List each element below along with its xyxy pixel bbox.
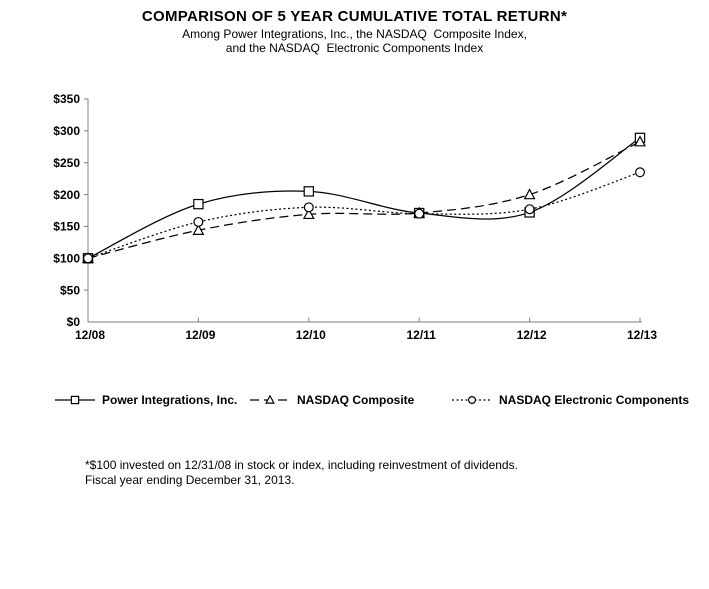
svg-text:12/13: 12/13 — [627, 328, 657, 342]
footnote-line2: Fiscal year ending December 31, 2013. — [85, 473, 295, 487]
triangle-marker-line-icon — [250, 394, 290, 404]
legend-item-nasdaq-composite: NASDAQ Composite — [250, 392, 414, 408]
chart-subtitle-line2: and the NASDAQ Electronic Components Ind… — [225, 41, 484, 55]
square-marker-line-icon — [55, 395, 95, 405]
svg-text:12/12: 12/12 — [517, 328, 547, 342]
legend-label: NASDAQ Composite — [297, 393, 415, 407]
svg-text:12/09: 12/09 — [185, 328, 215, 342]
svg-text:$350: $350 — [53, 92, 80, 106]
chart-title: COMPARISON OF 5 YEAR CUMULATIVE TOTAL RE… — [141, 8, 568, 25]
legend-label: Power Integrations, Inc. — [102, 393, 238, 407]
chart-subtitle-line1: Among Power Integrations, Inc., the NASD… — [182, 27, 527, 41]
svg-text:$0: $0 — [67, 315, 81, 329]
svg-text:$200: $200 — [53, 188, 80, 202]
svg-text:12/08: 12/08 — [75, 328, 105, 342]
footnote-line1: *$100 invested on 12/31/08 in stock or i… — [85, 458, 518, 472]
legend-item-nasdaq-electronic-components: NASDAQ Electronic Components — [452, 392, 689, 408]
svg-text:$150: $150 — [53, 220, 80, 234]
svg-text:12/11: 12/11 — [407, 328, 437, 342]
legend-item-power-integrations: Power Integrations, Inc. — [55, 392, 237, 408]
circle-marker-line-icon — [452, 395, 492, 405]
legend-label: NASDAQ Electronic Components — [499, 393, 690, 407]
svg-text:12/10: 12/10 — [296, 328, 326, 342]
chart-footnote: *$100 invested on 12/31/08 in stock or i… — [85, 458, 518, 488]
svg-text:$300: $300 — [53, 124, 80, 138]
svg-text:$100: $100 — [53, 251, 80, 265]
svg-text:$250: $250 — [53, 156, 80, 170]
svg-text:$50: $50 — [60, 283, 80, 297]
